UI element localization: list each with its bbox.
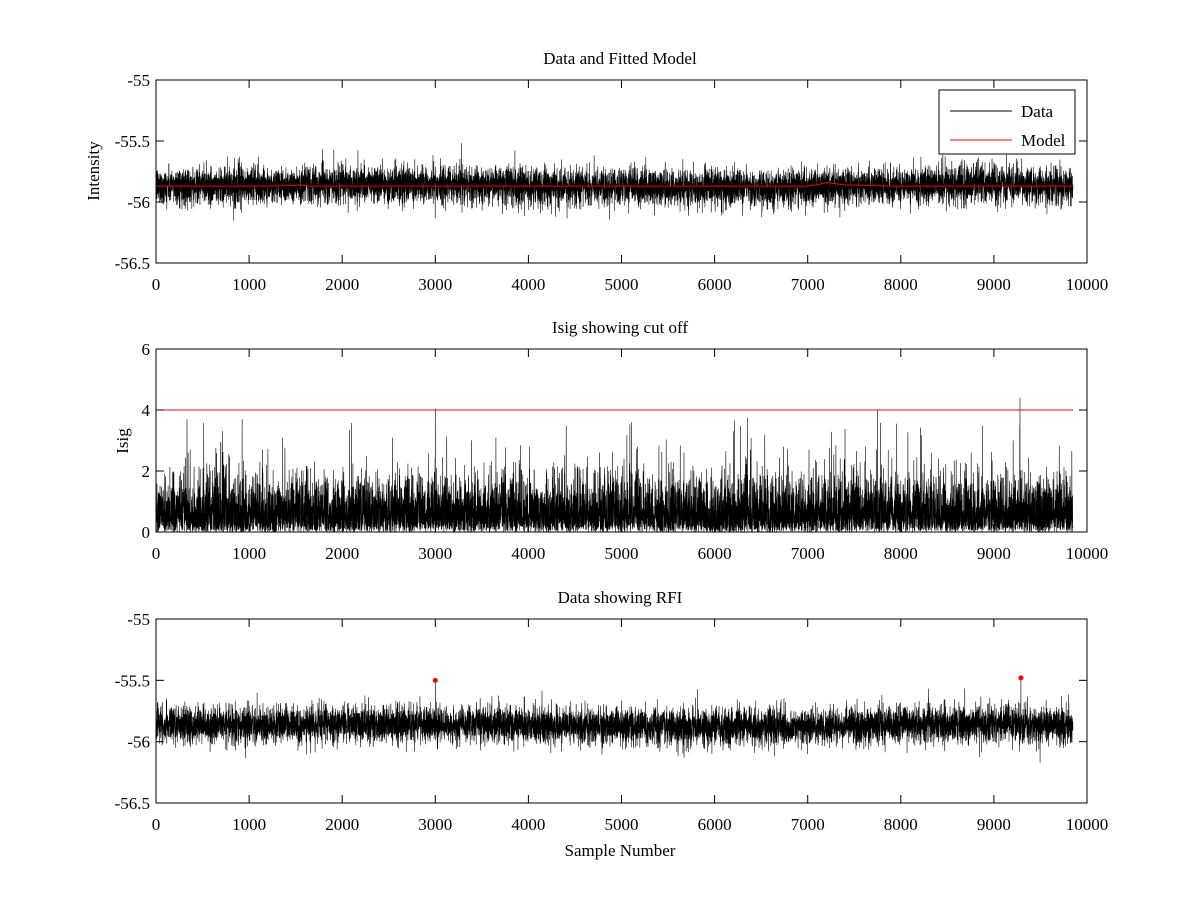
- plot-area: [156, 675, 1074, 763]
- rfi-point: [432, 677, 438, 683]
- x-tick-label: 2000: [325, 544, 359, 563]
- rfi-point: [1018, 675, 1024, 681]
- x-tick-label: 0: [152, 544, 161, 563]
- subplot-title: Data and Fitted Model: [543, 49, 697, 68]
- x-tick-label: 5000: [605, 544, 639, 563]
- subplot-title: Isig showing cut off: [552, 318, 688, 337]
- y-tick-label: 0: [142, 523, 151, 542]
- axes: 0 1000 2000 3000 4000 5000 6000 7000 8000 9000 100…: [115, 71, 1109, 294]
- x-tick-label: 4000: [511, 275, 545, 294]
- plot-area: [156, 143, 1074, 221]
- x-tick-label: 5000: [605, 275, 639, 294]
- y-tick-label: 4: [142, 401, 151, 420]
- y-axis-label: Intensity: [84, 141, 103, 201]
- x-tick-label: 8000: [884, 544, 918, 563]
- legend-box: [938, 89, 1076, 155]
- x-tick-label: 8000: [884, 275, 918, 294]
- y-tick-label: -55.5: [115, 132, 150, 151]
- x-tick-label: 4000: [511, 815, 545, 834]
- x-tick-label: 10000: [1066, 544, 1109, 563]
- x-tick-label: 6000: [698, 815, 732, 834]
- y-tick-label: 6: [142, 340, 151, 359]
- x-tick-label: 3000: [418, 544, 452, 563]
- x-tick-label: 6000: [698, 544, 732, 563]
- series-isig: [156, 397, 1074, 532]
- series-data: [156, 143, 1074, 221]
- y-tick-label: -56: [127, 193, 150, 212]
- plot-area: [156, 397, 1074, 532]
- x-tick-label: 9000: [977, 275, 1011, 294]
- legend-label-data: Data: [1021, 102, 1054, 121]
- x-tick-label: 9000: [977, 544, 1011, 563]
- series-data: [156, 677, 1074, 763]
- x-tick-label: 3000: [418, 275, 452, 294]
- x-tick-label: 3000: [418, 815, 452, 834]
- legend-label-model: Model: [1021, 131, 1066, 150]
- x-tick-label: 1000: [232, 544, 266, 563]
- x-tick-label: 6000: [698, 275, 732, 294]
- x-tick-label: 10000: [1066, 815, 1109, 834]
- x-tick-label: 1000: [232, 275, 266, 294]
- subplot-data-showing-rfi: Data showing RFI 0 1000 2000 3000 4000 5000 60…: [115, 588, 1109, 860]
- subplot-isig-showing-cut-off: Isig showing cut off Isig 0 1000 2000 3000 4…: [113, 318, 1108, 563]
- y-tick-label: -56.5: [115, 254, 150, 273]
- legend: Data Model: [938, 89, 1076, 155]
- axes: 0 1000 2000 3000 4000 5000 6000 7000 8000 9000 100…: [115, 610, 1109, 834]
- x-axis-label: Sample Number: [565, 841, 676, 860]
- x-tick-label: 9000: [977, 815, 1011, 834]
- axes: 0 1000 2000 3000 4000 5000 6000 7000 8000 9000 100…: [142, 340, 1109, 563]
- y-tick-label: -55: [127, 610, 150, 629]
- x-tick-label: 7000: [791, 275, 825, 294]
- series-model: [156, 181, 1074, 187]
- x-tick-label: 0: [152, 275, 161, 294]
- subplot-title: Data showing RFI: [558, 588, 683, 607]
- y-tick-label: -55: [127, 71, 150, 90]
- y-tick-label: -56: [127, 733, 150, 752]
- x-tick-label: 4000: [511, 544, 545, 563]
- x-tick-label: 0: [152, 815, 161, 834]
- x-tick-label: 7000: [791, 815, 825, 834]
- x-tick-label: 1000: [232, 815, 266, 834]
- x-tick-label: 7000: [791, 544, 825, 563]
- subplot-data-and-fitted-model: Data and Fitted Model Intensity 0 1000 200…: [84, 49, 1108, 294]
- x-tick-label: 2000: [325, 815, 359, 834]
- y-tick-label: -56.5: [115, 794, 150, 813]
- x-tick-label: 5000: [605, 815, 639, 834]
- x-tick-label: 8000: [884, 815, 918, 834]
- x-tick-label: 2000: [325, 275, 359, 294]
- y-axis-label: Isig: [113, 428, 132, 454]
- x-tick-label: 10000: [1066, 275, 1109, 294]
- y-tick-label: -55.5: [115, 671, 150, 690]
- y-tick-label: 2: [142, 462, 151, 481]
